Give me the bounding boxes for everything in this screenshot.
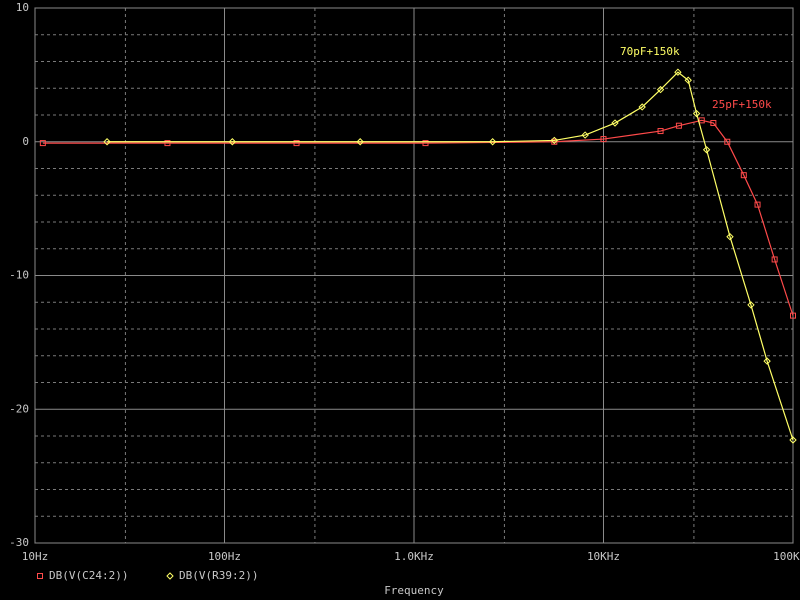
marker <box>656 85 665 94</box>
marker <box>726 233 734 241</box>
marker <box>675 122 682 129</box>
y-tick-label: -20 <box>9 402 29 415</box>
legend-label: DB(V(R39:2)) <box>179 569 258 582</box>
x-tick-label: 10KHz <box>587 550 620 563</box>
marker <box>164 140 171 147</box>
marker <box>657 128 664 135</box>
marker <box>103 138 111 146</box>
marker <box>698 117 705 124</box>
series-line <box>42 119 794 316</box>
y-tick-label: -30 <box>9 536 29 549</box>
marker <box>692 109 701 118</box>
marker <box>790 312 796 319</box>
x-axis-label: Frequency <box>384 584 444 597</box>
marker <box>488 138 497 146</box>
x-tick-label: 100Hz <box>208 550 241 563</box>
series-line <box>107 71 794 441</box>
marker <box>39 140 46 147</box>
marker <box>550 136 559 145</box>
x-tick-label: 100KHz <box>773 550 800 563</box>
marker <box>763 357 771 365</box>
marker <box>754 201 761 208</box>
marker <box>581 131 589 139</box>
marker <box>674 68 682 76</box>
marker <box>724 138 731 145</box>
x-tick-label: 10Hz <box>22 550 49 563</box>
y-tick-label: -10 <box>9 269 29 282</box>
marker <box>611 119 619 127</box>
marker <box>702 146 711 154</box>
legend-label: DB(V(C24:2)) <box>49 569 128 582</box>
marker <box>551 138 558 145</box>
marker <box>638 103 646 111</box>
y-tick-label: 10 <box>16 1 29 14</box>
marker <box>293 140 300 147</box>
marker <box>740 172 747 179</box>
legend-marker <box>166 572 174 580</box>
marker <box>422 140 429 147</box>
marker <box>228 138 237 146</box>
marker <box>684 76 692 84</box>
annotation: 25pF+150k <box>712 98 772 111</box>
marker <box>771 256 778 263</box>
legend-marker <box>37 573 43 579</box>
marker <box>600 136 607 143</box>
annotation: 70pF+150k <box>620 45 680 58</box>
marker <box>710 120 717 127</box>
marker <box>789 436 797 444</box>
y-tick-label: 0 <box>22 135 29 148</box>
marker <box>356 138 364 146</box>
marker <box>747 301 755 309</box>
x-tick-label: 1.0KHz <box>394 550 434 563</box>
